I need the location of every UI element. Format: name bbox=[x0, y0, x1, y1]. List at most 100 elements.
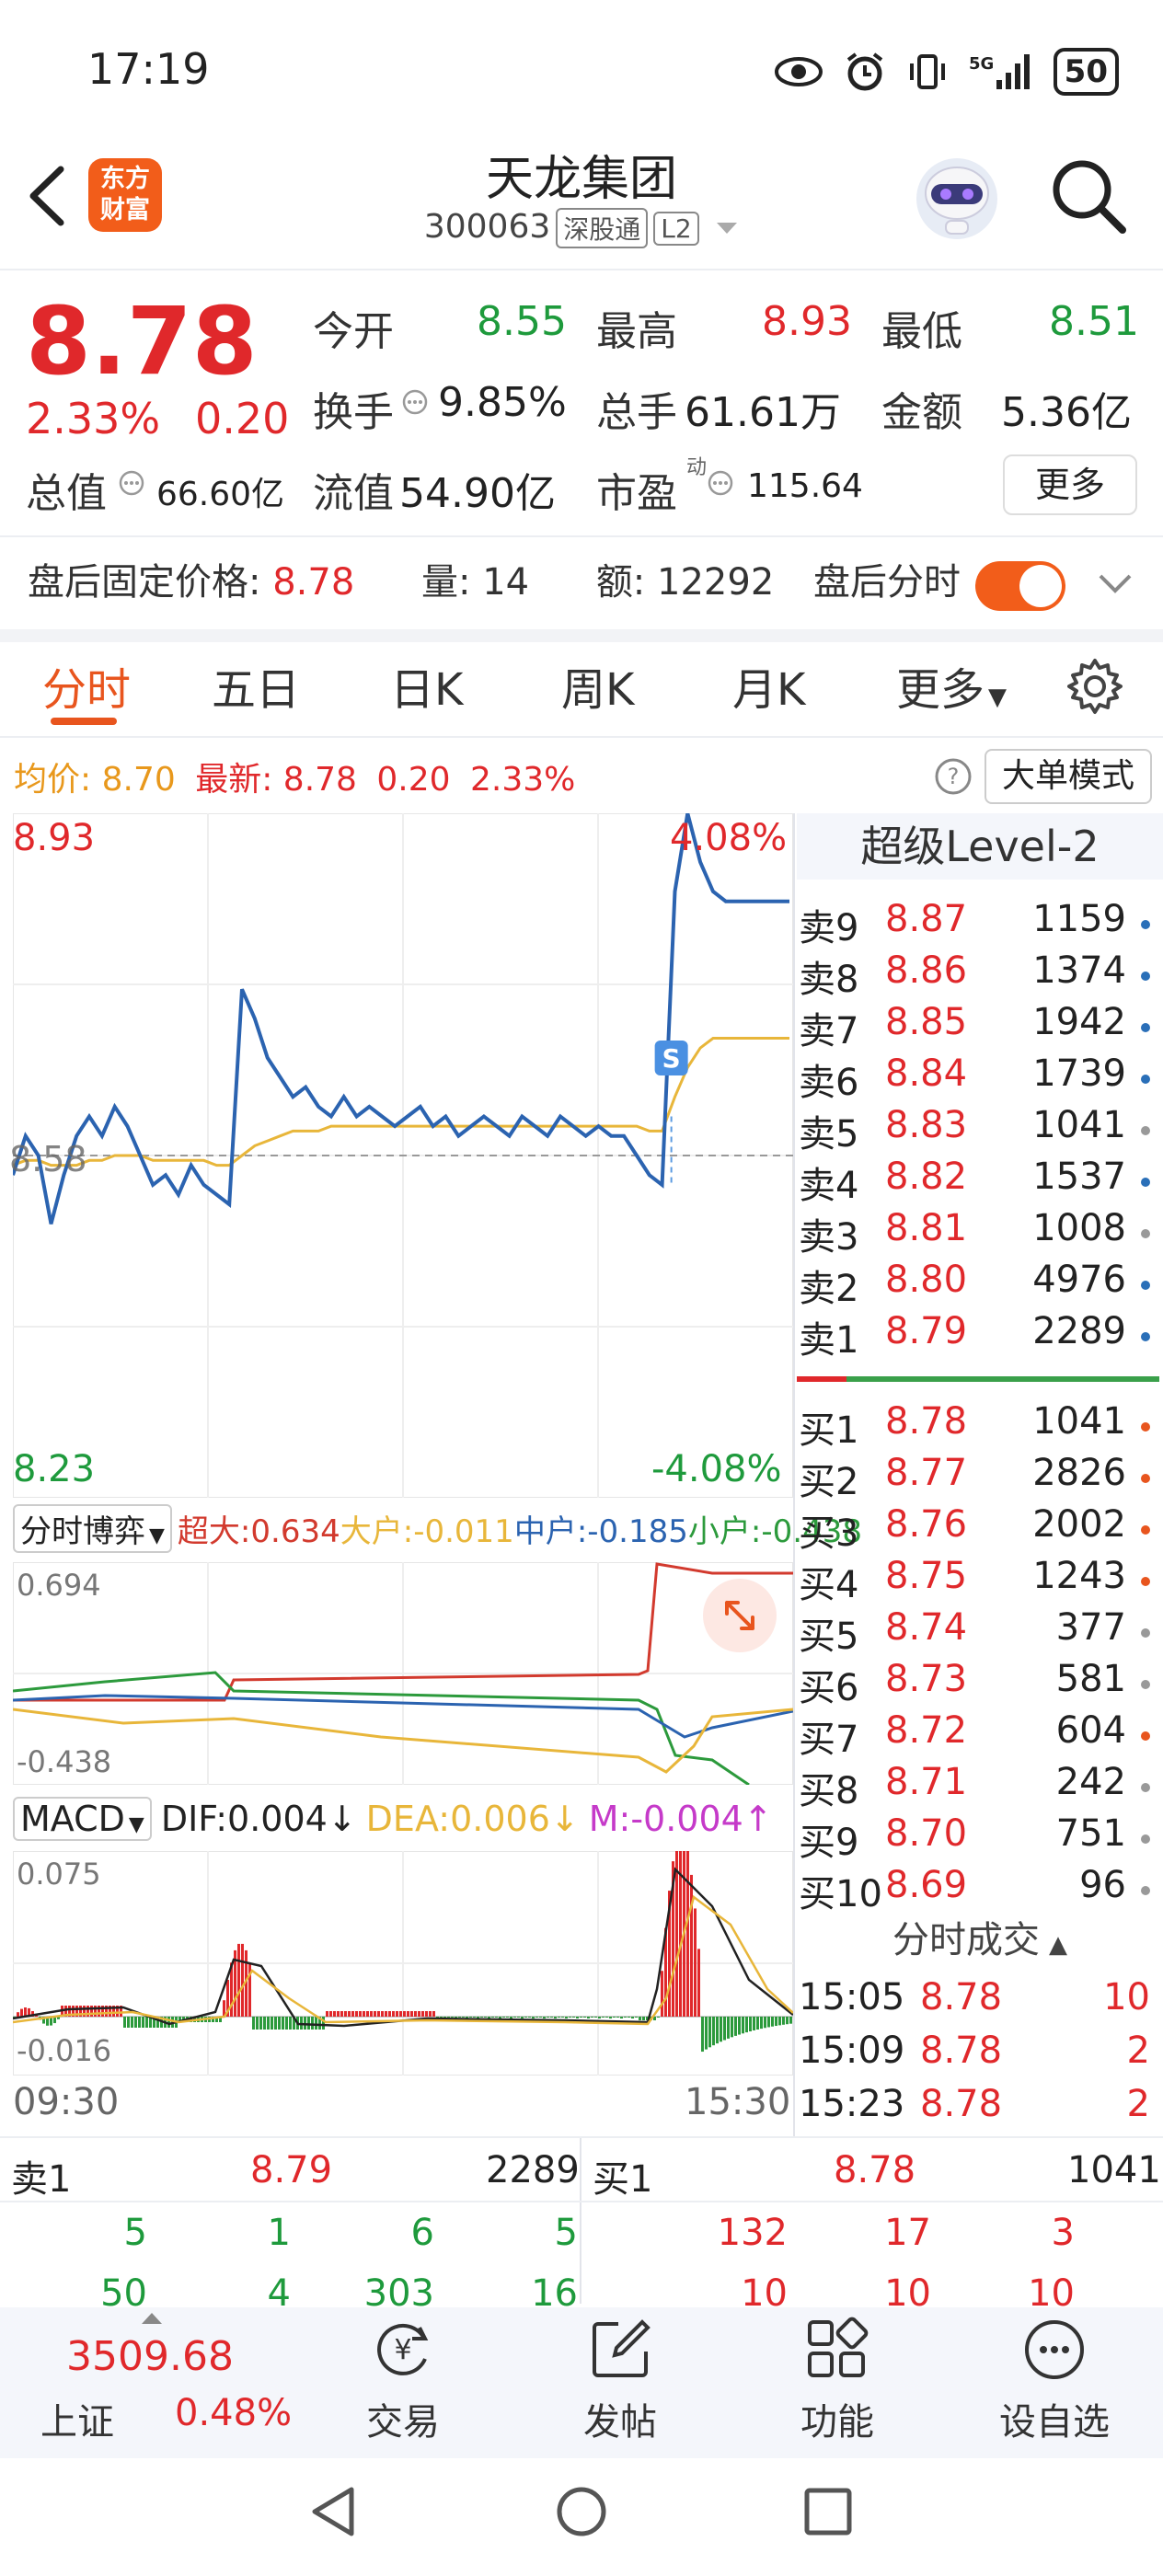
macd-bar bbox=[131, 2017, 133, 2028]
more-button[interactable]: 更多 bbox=[1003, 454, 1137, 515]
macd-chart[interactable] bbox=[13, 1851, 793, 2076]
macd-bar bbox=[17, 2012, 19, 2017]
trade-icon[interactable]: ¥ bbox=[366, 2318, 440, 2383]
tab-5day[interactable]: 五日 bbox=[212, 664, 301, 716]
bid-label: 买5 bbox=[799, 1616, 859, 1658]
open-label: 今开 bbox=[313, 308, 394, 355]
macd-bar bbox=[333, 2011, 336, 2017]
help-icon[interactable]: ? bbox=[933, 756, 973, 797]
ask-row[interactable]: 卖5 8.83 1041 bbox=[799, 1104, 1157, 1156]
bid-row[interactable]: 买5 8.74 377 bbox=[799, 1606, 1157, 1658]
tab-weekly-k[interactable]: 周K bbox=[561, 664, 635, 716]
big-order-mode-button[interactable]: 大单模式 bbox=[985, 749, 1152, 804]
macd-bar bbox=[149, 2017, 152, 2028]
system-home-icon[interactable] bbox=[554, 2484, 609, 2539]
bid-row[interactable]: 买9 8.70 751 bbox=[799, 1812, 1157, 1864]
post-icon[interactable] bbox=[587, 2317, 653, 2383]
ask-row[interactable]: 卖1 8.79 2289 bbox=[799, 1310, 1157, 1362]
bid-row[interactable]: 买2 8.77 2826 bbox=[799, 1452, 1157, 1503]
post-market-toggle[interactable] bbox=[975, 561, 1065, 611]
stock-code-line[interactable]: 300063 深股通 L2 bbox=[0, 208, 1163, 248]
level2-title[interactable]: 超级Level-2 bbox=[797, 813, 1163, 880]
macd-bar bbox=[598, 2017, 601, 2018]
open-value: 8.55 bbox=[477, 298, 567, 345]
index-pct[interactable]: 0.48% bbox=[175, 2392, 293, 2434]
y-top-left: 8.93 bbox=[13, 817, 96, 859]
search-icon[interactable] bbox=[1049, 156, 1128, 236]
info-icon[interactable] bbox=[118, 469, 145, 497]
game-selector[interactable]: 分时博弈 ▼ bbox=[13, 1503, 172, 1553]
nav-post[interactable]: 发帖 bbox=[583, 2401, 657, 2444]
bid-row[interactable]: 买10 8.69 96 bbox=[799, 1864, 1157, 1915]
macd-bar bbox=[455, 2017, 457, 2018]
system-back-icon[interactable] bbox=[307, 2484, 359, 2539]
trade-price: 8.78 bbox=[920, 1976, 1003, 2018]
bid-price: 8.69 bbox=[885, 1864, 968, 1906]
nav-add-watchlist[interactable]: 设自选 bbox=[999, 2401, 1110, 2444]
ask-row[interactable]: 卖3 8.81 1008 bbox=[799, 1207, 1157, 1259]
macd-bar bbox=[469, 2017, 472, 2018]
game-chart[interactable] bbox=[13, 1562, 793, 1785]
ask-price: 8.79 bbox=[885, 1310, 968, 1352]
chevron-down-icon[interactable] bbox=[1097, 570, 1134, 598]
bid-row[interactable]: 买7 8.72 604 bbox=[799, 1709, 1157, 1761]
index-value[interactable]: 3509.68 bbox=[66, 2333, 234, 2380]
tab-monthly-k[interactable]: 月K bbox=[732, 664, 806, 716]
ask-label: 卖8 bbox=[799, 959, 859, 1001]
bid-price: 8.75 bbox=[885, 1555, 968, 1597]
macd-bar bbox=[282, 2017, 284, 2030]
nav-trade[interactable]: 交易 bbox=[366, 2401, 440, 2444]
watchlist-more-icon[interactable] bbox=[1021, 2317, 1088, 2383]
macd-bar bbox=[230, 1962, 233, 2017]
macd-bar bbox=[447, 2017, 450, 2018]
macd-bar bbox=[234, 1949, 236, 2017]
macd-bar bbox=[105, 2006, 108, 2017]
bid-row[interactable]: 买6 8.73 581 bbox=[799, 1658, 1157, 1709]
macd-bar bbox=[543, 2017, 546, 2018]
trade-time: 15:09 bbox=[799, 2030, 905, 2072]
info-icon[interactable] bbox=[401, 388, 429, 416]
ask-row[interactable]: 卖7 8.85 1942 bbox=[799, 1001, 1157, 1052]
function-grid-icon[interactable] bbox=[804, 2317, 870, 2383]
chart-info-line: 均价: 8.70 最新: 8.78 0.20 2.33% bbox=[14, 753, 575, 800]
ask-flag-dot bbox=[1141, 1126, 1150, 1135]
bid-row[interactable]: 买4 8.75 1243 bbox=[799, 1555, 1157, 1606]
macd-bar bbox=[407, 2011, 409, 2017]
bid-row[interactable]: 买1 8.78 1041 bbox=[799, 1400, 1157, 1452]
trades-title-row[interactable]: 分时成交 ▲ bbox=[797, 1910, 1163, 1963]
bid-row[interactable]: 买8 8.71 242 bbox=[799, 1761, 1157, 1812]
ask-row[interactable]: 卖8 8.86 1374 bbox=[799, 949, 1157, 1001]
robot-avatar-icon[interactable] bbox=[911, 153, 1003, 245]
gear-icon[interactable] bbox=[1065, 657, 1124, 716]
high-label: 最高 bbox=[596, 308, 677, 355]
ask-row[interactable]: 卖4 8.82 1537 bbox=[799, 1156, 1157, 1207]
bid-row[interactable]: 买3 8.76 2002 bbox=[799, 1503, 1157, 1555]
app-logo[interactable]: 东方 财富 bbox=[88, 158, 162, 232]
post-amt: 12292 bbox=[657, 561, 775, 604]
float-value: 54.90亿 bbox=[399, 470, 556, 517]
intraday-chart[interactable]: S bbox=[13, 813, 793, 1498]
macd-bar bbox=[120, 2006, 122, 2017]
nav-function[interactable]: 功能 bbox=[800, 2401, 874, 2444]
ask-price: 8.86 bbox=[885, 949, 968, 992]
macd-selector[interactable]: MACD ▼ bbox=[13, 1797, 152, 1841]
tab-more[interactable]: 更多 ▼ bbox=[896, 653, 1007, 718]
ask-row[interactable]: 卖2 8.80 4976 bbox=[799, 1259, 1157, 1310]
macd-bar bbox=[98, 2006, 100, 2017]
info-icon[interactable] bbox=[707, 469, 734, 497]
s-marker-badge bbox=[654, 1040, 688, 1075]
index-name[interactable]: 上证 bbox=[40, 2401, 114, 2444]
macd-bar bbox=[68, 2006, 71, 2017]
ask-flag-dot bbox=[1141, 1281, 1150, 1290]
chevron-down-icon bbox=[717, 223, 738, 234]
tab-daily-k[interactable]: 日K bbox=[390, 664, 464, 716]
macd-bar bbox=[432, 2011, 435, 2017]
ask-row[interactable]: 卖6 8.84 1739 bbox=[799, 1052, 1157, 1104]
back-icon[interactable] bbox=[26, 164, 66, 228]
expand-button[interactable] bbox=[703, 1579, 777, 1652]
tab-intraday[interactable]: 分时 bbox=[42, 664, 132, 716]
ask-row[interactable]: 卖9 8.87 1159 bbox=[799, 898, 1157, 949]
game-title: 分时博弈 bbox=[20, 1512, 145, 1550]
macd-bar bbox=[20, 2008, 23, 2017]
system-recents-icon[interactable] bbox=[802, 2486, 854, 2537]
